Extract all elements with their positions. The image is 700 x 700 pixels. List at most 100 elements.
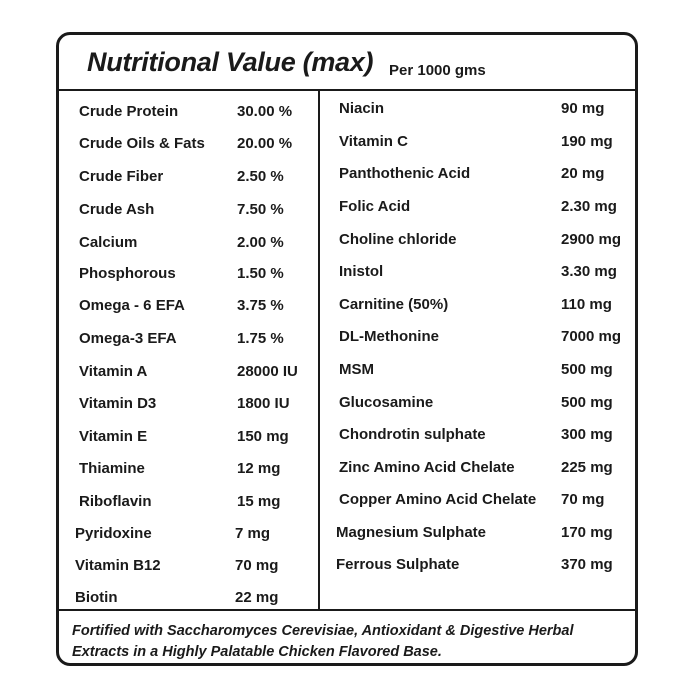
nutrient-row-left: Omega-3 EFA 1.75 % bbox=[79, 324, 315, 356]
nutrient-value: 1.75 % bbox=[237, 330, 284, 347]
nutrient-grid: Crude Protein 30.00 % Crude Oils & Fats … bbox=[59, 91, 635, 611]
nutrient-name: Biotin bbox=[75, 589, 118, 606]
nutrient-row-left: Phosphorous 1.50 % bbox=[79, 259, 315, 291]
per-quantity-label: Per 1000 gms bbox=[389, 62, 486, 79]
nutrient-name: Choline chloride bbox=[339, 231, 457, 248]
nutrient-name: Omega-3 EFA bbox=[79, 330, 177, 347]
nutrient-value: 20 mg bbox=[561, 165, 605, 182]
nutrient-name: Panthothenic Acid bbox=[339, 165, 471, 182]
nutrient-name: Crude Fiber bbox=[79, 168, 164, 185]
nutrient-name: Zinc Amino Acid Chelate bbox=[339, 459, 515, 476]
nutrient-name: Calcium bbox=[79, 234, 138, 251]
nutrient-name: Pyridoxine bbox=[75, 525, 152, 542]
nutrient-value: 12 mg bbox=[237, 460, 281, 477]
nutrient-value: 2.50 % bbox=[237, 168, 284, 185]
nutrient-value: 2900 mg bbox=[561, 231, 622, 248]
nutrient-value: 500 mg bbox=[561, 394, 613, 411]
nutrient-name: Crude Ash bbox=[79, 201, 155, 218]
nutrient-value: 370 mg bbox=[561, 556, 613, 573]
nutrient-row-right: Choline chloride 2900 mg bbox=[339, 225, 635, 257]
header: Nutritional Value (max) Per 1000 gms bbox=[59, 35, 635, 91]
nutrient-value: 7.50 % bbox=[237, 201, 284, 218]
nutrient-name: Glucosamine bbox=[339, 394, 434, 411]
nutrient-row-left: Omega - 6 EFA 3.75 % bbox=[79, 291, 315, 323]
nutrient-name: Riboflavin bbox=[79, 493, 152, 510]
nutrient-value: 300 mg bbox=[561, 426, 613, 443]
nutrient-row-left: Crude Fiber 2.50 % bbox=[79, 162, 315, 194]
nutrient-name: Ferrous Sulphate bbox=[336, 556, 460, 573]
nutrient-row-right: Niacin 90 mg bbox=[339, 94, 635, 126]
nutrient-row-left: Crude Protein 30.00 % bbox=[79, 97, 315, 129]
nutrient-name: Crude Oils & Fats bbox=[79, 135, 205, 152]
nutrient-value: 2.00 % bbox=[237, 234, 284, 251]
nutrient-name: Vitamin A bbox=[79, 363, 148, 380]
nutrition-panel: Nutritional Value (max) Per 1000 gms Cru… bbox=[56, 32, 638, 666]
nutrient-row-left: Riboflavin 15 mg bbox=[79, 487, 315, 519]
nutrient-row-left: Vitamin B12 70 mg bbox=[75, 551, 315, 583]
nutrient-value: 2.30 mg bbox=[561, 198, 617, 215]
nutrient-row-right: Folic Acid 2.30 mg bbox=[339, 192, 635, 224]
nutrient-value: 190 mg bbox=[561, 133, 613, 150]
nutrient-value: 90 mg bbox=[561, 100, 605, 117]
nutrient-row-right: Carnitine (50%) 110 mg bbox=[339, 290, 635, 322]
nutrient-name: Carnitine (50%) bbox=[339, 296, 449, 313]
nutrient-name: MSM bbox=[339, 361, 374, 378]
nutrient-value: 28000 IU bbox=[237, 363, 298, 380]
nutrient-row-left: Thiamine 12 mg bbox=[79, 454, 315, 486]
nutrient-value: 70 mg bbox=[235, 557, 279, 574]
nutrient-name: Magnesium Sulphate bbox=[336, 524, 487, 541]
nutrient-value: 3.30 mg bbox=[561, 263, 617, 280]
nutrient-name: Copper Amino Acid Chelate bbox=[339, 491, 537, 508]
nutrient-value: 22 mg bbox=[235, 589, 279, 606]
nutrient-row-left: Crude Oils & Fats 20.00 % bbox=[79, 129, 315, 161]
nutrient-name: Vitamin B12 bbox=[75, 557, 161, 574]
nutrient-value: 70 mg bbox=[561, 491, 605, 508]
footer: Fortified with Saccharomyces Cerevisiae,… bbox=[59, 609, 635, 663]
nutrient-value: 20.00 % bbox=[237, 135, 293, 152]
nutrient-row-left: Biotin 22 mg bbox=[75, 583, 315, 615]
nutrient-name: Vitamin D3 bbox=[79, 395, 157, 412]
nutrient-value: 1800 IU bbox=[237, 395, 290, 412]
nutrient-name: Chondrotin sulphate bbox=[339, 426, 486, 443]
nutrient-value: 225 mg bbox=[561, 459, 613, 476]
nutrient-row-left: Vitamin A 28000 IU bbox=[79, 357, 315, 389]
nutrient-name: Vitamin C bbox=[339, 133, 408, 150]
nutrient-value: 500 mg bbox=[561, 361, 613, 378]
nutrient-row-right: Inistol 3.30 mg bbox=[339, 257, 635, 289]
page-title: Nutritional Value (max) bbox=[87, 47, 374, 77]
nutrient-row-left: Vitamin D3 1800 IU bbox=[79, 389, 315, 421]
nutrient-name: Inistol bbox=[339, 263, 384, 280]
nutrient-value: 150 mg bbox=[237, 428, 289, 445]
nutrient-value: 7000 mg bbox=[561, 328, 622, 345]
nutrient-row-right: MSM 500 mg bbox=[339, 355, 635, 387]
nutrient-row-right: DL-Methonine 7000 mg bbox=[339, 322, 635, 354]
nutrient-value: 1.50 % bbox=[237, 265, 284, 282]
nutrient-row-right: Zinc Amino Acid Chelate 225 mg bbox=[339, 453, 635, 485]
nutrient-row-left: Vitamin E 150 mg bbox=[79, 422, 315, 454]
column-divider bbox=[318, 91, 320, 611]
nutrient-name: Niacin bbox=[339, 100, 385, 117]
nutrient-name: Crude Protein bbox=[79, 103, 179, 120]
nutrient-name: Vitamin E bbox=[79, 428, 148, 445]
nutrient-row-right: Copper Amino Acid Chelate 70 mg bbox=[339, 485, 635, 517]
nutrient-row-right: Vitamin C 190 mg bbox=[339, 127, 635, 159]
nutrient-name: Folic Acid bbox=[339, 198, 411, 215]
nutrient-name: DL-Methonine bbox=[339, 328, 439, 345]
nutrient-value: 7 mg bbox=[235, 525, 271, 542]
nutrient-name: Omega - 6 EFA bbox=[79, 297, 185, 314]
nutrient-row-right: Chondrotin sulphate 300 mg bbox=[339, 420, 635, 452]
nutrient-row-right: Glucosamine 500 mg bbox=[339, 388, 635, 420]
nutrient-row-right: Magnesium Sulphate 170 mg bbox=[336, 518, 635, 550]
nutrient-value: 110 mg bbox=[561, 296, 612, 313]
nutrient-row-left: Calcium 2.00 % bbox=[79, 228, 315, 260]
nutrient-name: Thiamine bbox=[79, 460, 145, 477]
nutrient-name: Phosphorous bbox=[79, 265, 176, 282]
footer-note: Fortified with Saccharomyces Cerevisiae,… bbox=[72, 623, 574, 660]
nutrient-row-right: Panthothenic Acid 20 mg bbox=[339, 159, 635, 191]
nutrient-value: 3.75 % bbox=[237, 297, 284, 314]
nutrient-row-left: Crude Ash 7.50 % bbox=[79, 195, 315, 227]
nutrient-row-right: Ferrous Sulphate 370 mg bbox=[336, 550, 635, 582]
nutrient-value: 30.00 % bbox=[237, 103, 293, 120]
nutrient-value: 170 mg bbox=[561, 524, 613, 541]
nutrient-value: 15 mg bbox=[237, 493, 281, 510]
